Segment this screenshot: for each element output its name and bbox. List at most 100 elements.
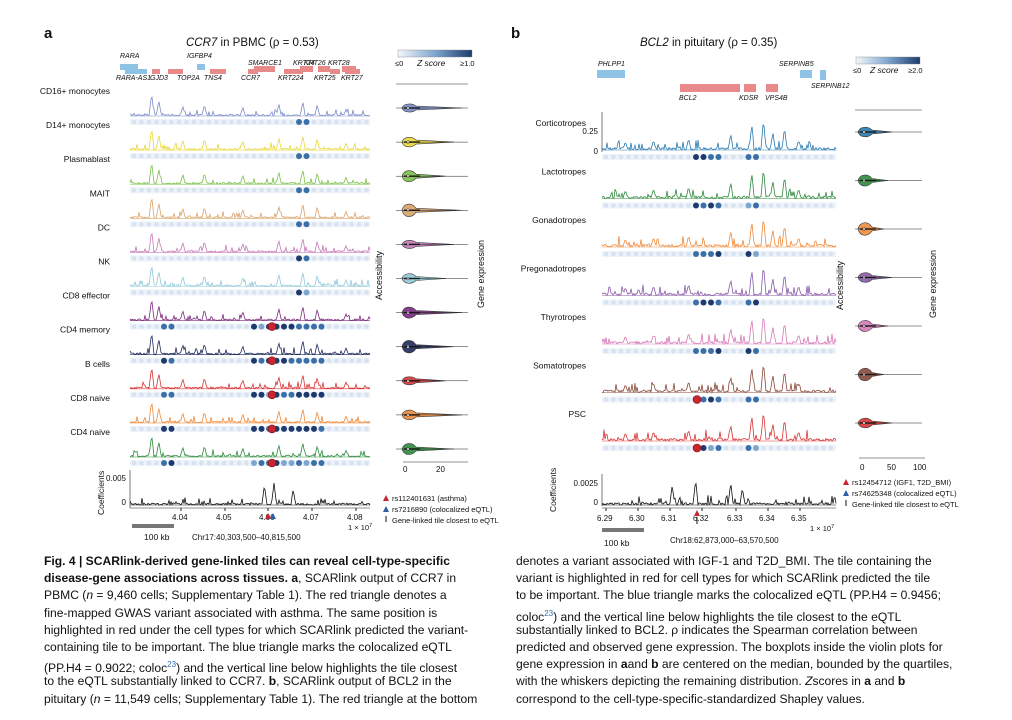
track-a-dots-dot xyxy=(326,256,332,261)
gene-label-bottom: KRT27 xyxy=(341,75,364,82)
track-b-dots-dot xyxy=(678,154,684,160)
gene-bar-bcl2 xyxy=(680,84,740,92)
track-a-dots-dot xyxy=(191,153,197,159)
track-a-dots-dot xyxy=(303,391,310,398)
track-a-dots-dot xyxy=(311,425,317,432)
track-a-dots-dot xyxy=(244,324,249,329)
track-b-dots-dot xyxy=(656,300,661,305)
legend-b-item: Gene-linked tile closest to eQTL xyxy=(852,500,959,509)
track-a-dots-dot xyxy=(146,426,152,432)
caption-run: a xyxy=(864,674,871,689)
track-b-dots-dot xyxy=(626,397,631,402)
track-a-dots-dot xyxy=(244,392,249,398)
track-b-dots-dot xyxy=(708,396,714,403)
track-a-dots-dot xyxy=(131,392,137,398)
track-b-dots-dot xyxy=(798,203,804,208)
panel-b-title: BCL2 in pituitary (ρ = 0.35) xyxy=(640,37,777,49)
y-tick-b: 0.25 xyxy=(582,127,598,136)
track-a-signal xyxy=(129,437,371,459)
track-b-dots-dot xyxy=(663,445,669,451)
track-a-dots-dot xyxy=(274,153,279,159)
track-a-dots-dot xyxy=(139,324,144,329)
caption-line: fine-mapped GWAS variant associated with… xyxy=(44,605,477,622)
track-b-dots-dot xyxy=(761,300,766,305)
track-a-dots-dot xyxy=(281,290,287,295)
track-a-dots-dot xyxy=(334,460,339,466)
track-a-dots-dot xyxy=(221,119,227,125)
track-b-label: Corticotropes xyxy=(535,118,586,128)
track-a-dots-dot xyxy=(349,153,354,159)
track-b-dots-dot xyxy=(603,445,609,451)
caption-line: disease-gene associations across tissues… xyxy=(44,570,477,587)
gene-bar-serpinb12 xyxy=(820,70,826,80)
track-a-dots-dot xyxy=(139,392,144,398)
track-b-dots-dot xyxy=(731,397,736,402)
track-b-dots-dot xyxy=(686,348,691,354)
track-a-dots-dot xyxy=(176,119,182,125)
gene-bottom-bar xyxy=(284,69,303,74)
caption-line: correspond to the cell-type-specific-sta… xyxy=(516,691,952,708)
track-a-signal xyxy=(129,96,371,118)
track-a-dots-dot xyxy=(303,460,310,466)
track-b-0: Corticotropes xyxy=(535,118,922,160)
caption-run: highlighted in red under the cell types … xyxy=(44,622,469,637)
track-b-dots-dot xyxy=(671,251,676,257)
x-tick-label-b: 6.32 xyxy=(693,514,709,523)
track-a-dots-dot xyxy=(244,153,249,159)
track-b-dots-dot xyxy=(806,154,811,160)
track-a-dots-dot xyxy=(341,187,347,193)
track-b-dots-dot xyxy=(791,203,796,208)
track-a-dots-dot xyxy=(334,290,339,295)
caption-run: n xyxy=(86,588,94,603)
track-a-dots-dot xyxy=(214,187,219,193)
track-a-dots-dot xyxy=(139,153,144,159)
track-b-dots-dot xyxy=(783,397,789,402)
track-a-dots-dot xyxy=(184,460,189,466)
gene-label-bottom: RARA-AS1 xyxy=(116,75,151,82)
track-a-dots-dot xyxy=(349,187,354,193)
track-a-dots-dot xyxy=(349,222,354,227)
caption-line: (PP.H4 = 0.9022; coloc23) and the vertic… xyxy=(44,656,477,675)
track-a-dots-red-dot xyxy=(267,322,277,331)
track-b-dots-dot xyxy=(686,445,691,451)
track-a-dots-dot xyxy=(236,358,242,364)
track-a-dots-bg xyxy=(130,119,370,125)
gene-bottom-bar xyxy=(152,69,160,74)
track-a-dots-dot xyxy=(319,119,324,125)
track-a-dots-dot xyxy=(319,187,324,193)
legend-a-item: Gene-linked tile closest to eQTL xyxy=(392,516,499,525)
track-b-dots-dot xyxy=(723,154,729,160)
track-a-dots-dot xyxy=(258,391,265,398)
track-b-dots-dot xyxy=(753,202,759,209)
track-b-dots-dot xyxy=(663,348,669,354)
track-a-dots-dot xyxy=(169,187,174,193)
track-a-dots-dot xyxy=(326,460,332,466)
track-b-dots-dot xyxy=(656,397,661,402)
track-b-dots-dot xyxy=(633,397,639,402)
track-a-dots-dot xyxy=(146,358,152,364)
track-a-dots-dot xyxy=(199,187,204,193)
track-a-dots-dot xyxy=(221,358,227,364)
caption-run: predicted and observed gene expression. … xyxy=(516,639,943,654)
track-a-dots-dot xyxy=(176,426,182,432)
track-a-dots-dot xyxy=(169,256,174,261)
track-a-dots-dot xyxy=(161,256,167,261)
track-a-dots-dot xyxy=(221,187,227,193)
track-a-dots-dot xyxy=(259,290,264,295)
track-a-dots-dot xyxy=(131,153,137,159)
track-a-dots-dot xyxy=(356,153,362,159)
track-a-label: CD4 memory xyxy=(60,325,111,335)
track-b-dots-dot xyxy=(693,348,699,354)
track-a-dots-dot xyxy=(296,391,302,398)
legend-a-blue-triangle xyxy=(383,506,389,512)
x-tick-label-a: 4.08 xyxy=(347,513,363,522)
track-a-dots-dot xyxy=(176,187,182,193)
track-b-dots-dot xyxy=(723,445,729,451)
panel-b: b BCL2 in pituitary (ρ = 0.35) PHLPP1 BCL2 K… xyxy=(511,25,959,548)
track-b-dots-dot xyxy=(626,154,631,160)
track-a-dots-dot xyxy=(364,290,369,295)
track-a-dots-dot xyxy=(168,460,175,466)
track-a-0: CD16+ monocytes xyxy=(40,86,468,125)
track-b-dots-dot xyxy=(656,203,661,208)
track-b-dots-dot xyxy=(821,203,826,208)
